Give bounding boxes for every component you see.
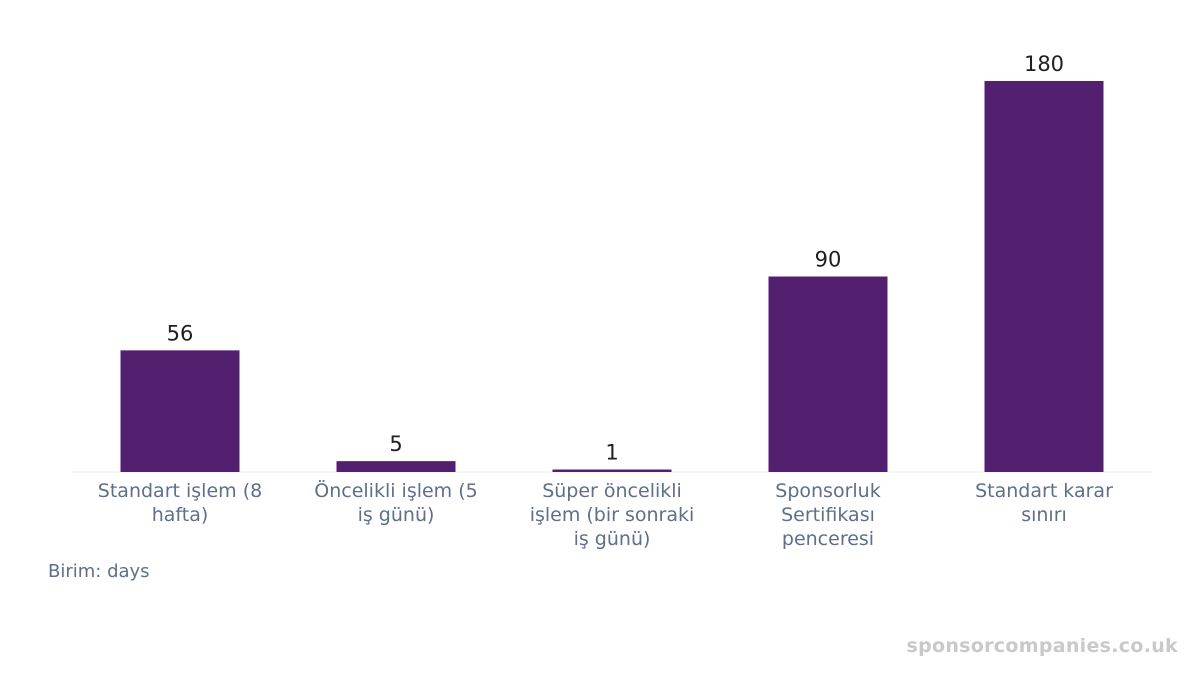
category-label-3-line-0: Sponsorluk xyxy=(775,480,880,502)
category-label-2-line-1: işlem (bir sonraki xyxy=(530,504,695,526)
value-label-4: 180 xyxy=(1024,52,1064,76)
value-label-0: 56 xyxy=(167,321,194,345)
value-label-2: 1 xyxy=(605,441,618,465)
category-label-4-line-1: sınırı xyxy=(1021,504,1067,526)
bar-3 xyxy=(768,276,888,472)
category-label-1-line-0: Öncelikli işlem (5 xyxy=(314,479,478,502)
category-label-4-line-0: Standart karar xyxy=(975,480,1113,502)
category-label-2-line-0: Süper öncelikli xyxy=(542,480,682,502)
category-label-0-line-0: Standart işlem (8 xyxy=(98,480,262,502)
watermark: sponsorcompanies.co.uk xyxy=(906,635,1178,657)
value-label-3: 90 xyxy=(815,248,842,272)
bars-group xyxy=(120,81,1104,472)
value-label-1: 5 xyxy=(389,432,402,456)
category-label-1-line-1: iş günü) xyxy=(358,504,435,526)
category-label-2-line-2: iş günü) xyxy=(574,528,651,550)
bar-4 xyxy=(984,81,1104,472)
bar-1 xyxy=(336,461,456,472)
category-label-3-line-2: penceresi xyxy=(782,528,874,550)
unit-label: Birim: days xyxy=(48,561,150,582)
value-labels-group: 56 5 1 90 180 xyxy=(167,52,1064,465)
category-label-3-line-1: Sertifikası xyxy=(781,504,875,526)
category-label-0-line-1: hafta) xyxy=(152,504,209,526)
bar-2 xyxy=(552,469,672,472)
bar-0 xyxy=(120,350,240,472)
